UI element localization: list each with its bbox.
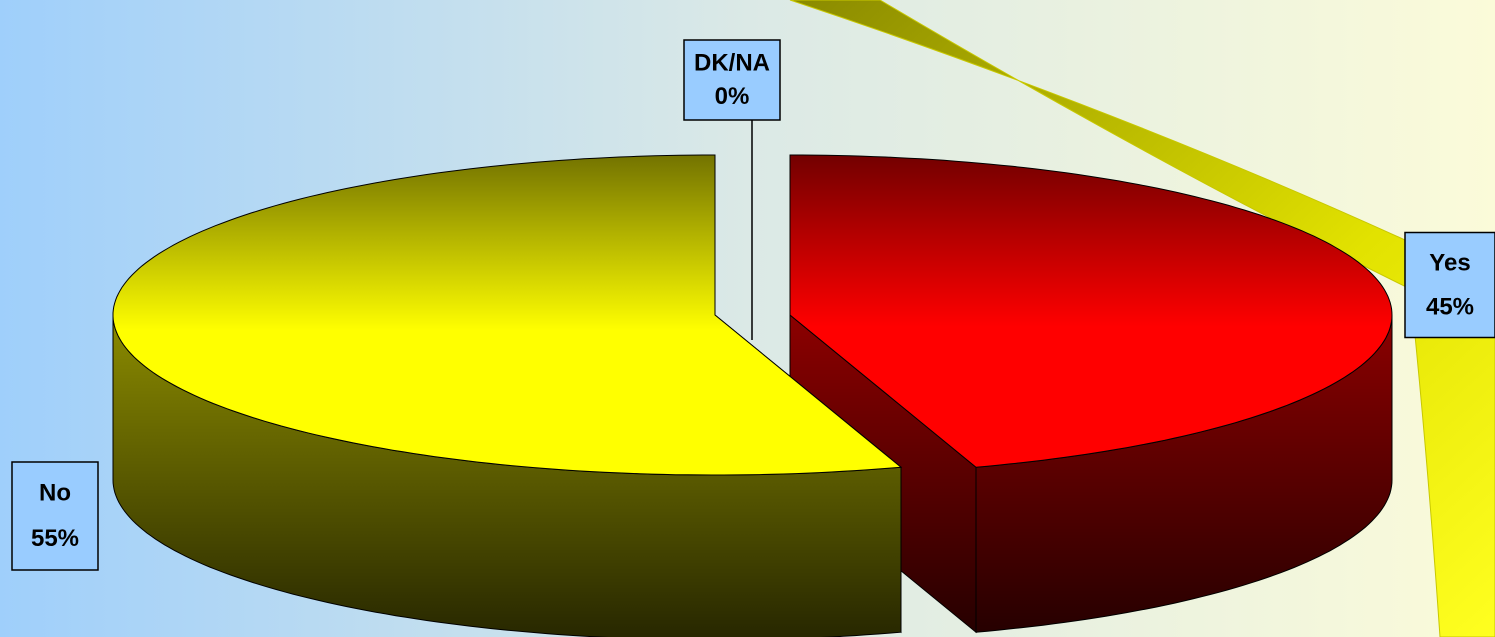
label-category: DK/NA [694, 49, 770, 76]
label-box [683, 39, 781, 121]
label-value: 0% [715, 83, 750, 110]
shade [790, 155, 1392, 468]
labels: Yes 45% No 55% DK/NA 0% [11, 39, 1495, 571]
label-category: Yes [1429, 249, 1470, 276]
shade [113, 315, 901, 637]
label-category: No [39, 480, 71, 507]
shade [976, 315, 1392, 633]
pie [112, 154, 1393, 637]
slice [112, 154, 903, 637]
decoration [789, 0, 1495, 637]
label-value: 55% [31, 525, 79, 552]
shade [113, 155, 901, 475]
label-box [11, 461, 99, 571]
label-value: 45% [1426, 293, 1474, 320]
label-box [1404, 231, 1495, 339]
